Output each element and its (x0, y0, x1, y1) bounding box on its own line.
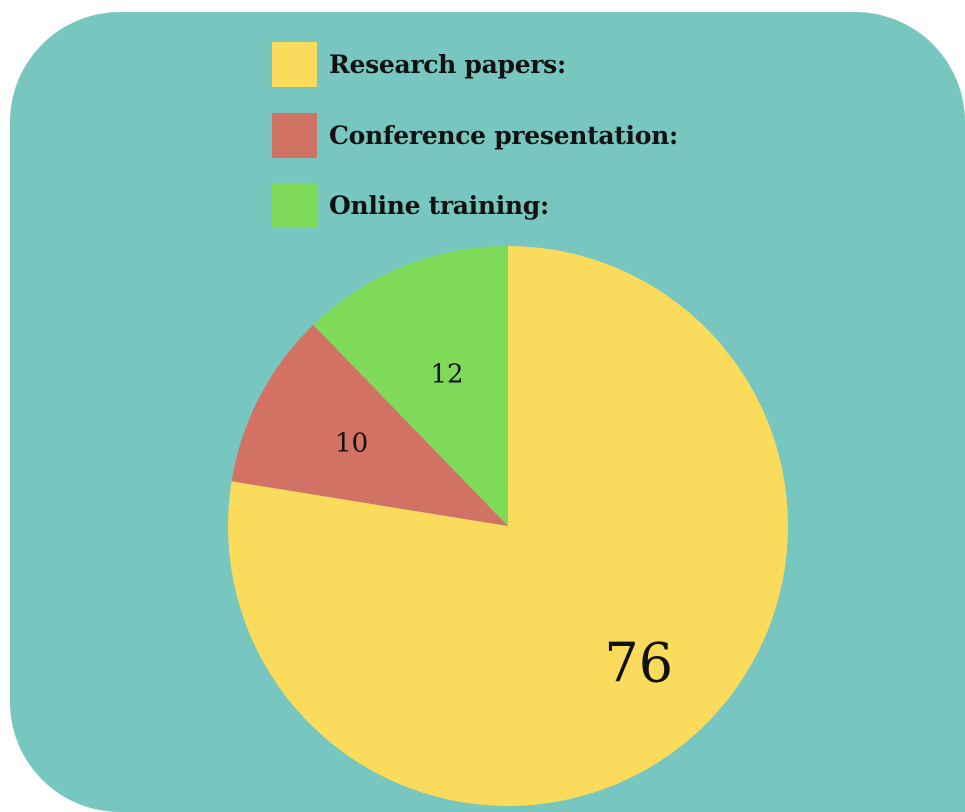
pie-slices (228, 246, 788, 807)
pie-slice-value-label: 76 (604, 632, 673, 695)
pie-slice-online-training (313, 246, 508, 526)
legend-swatch-research-papers (272, 42, 317, 87)
pie-slice-value-label: 10 (335, 428, 368, 458)
pie-slice-labels: 76 10 12 (335, 359, 673, 694)
legend-item-conference-presentation: Conference presentation: (272, 113, 678, 158)
legend-swatch-online-training (272, 183, 317, 228)
legend-label-research-papers: Research papers: (329, 50, 566, 79)
pie-slice-value-label: 12 (431, 359, 464, 389)
pie-slice-conference-presentation (231, 324, 508, 526)
legend-item-research-papers: Research papers: (272, 42, 566, 87)
legend-item-online-training: Online training: (272, 183, 549, 228)
legend-swatch-conference-presentation (272, 113, 317, 158)
legend-label-online-training: Online training: (329, 191, 549, 220)
legend-label-conference-presentation: Conference presentation: (329, 121, 678, 150)
